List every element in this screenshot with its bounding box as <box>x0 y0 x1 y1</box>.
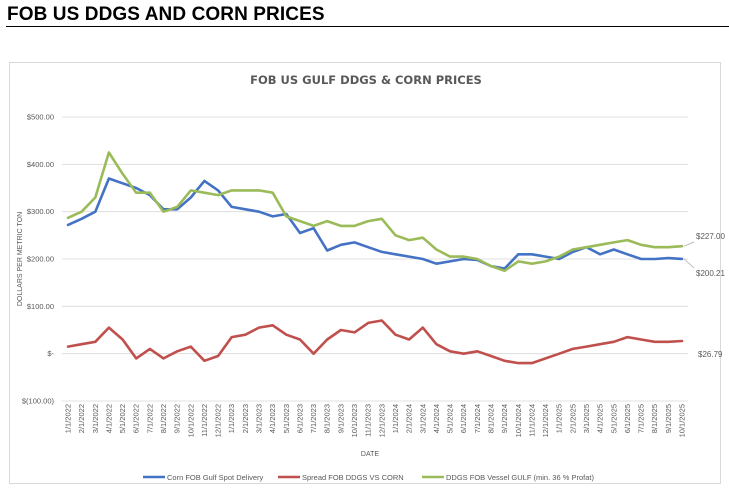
x-tick-label: 9/1/2022 <box>173 404 182 433</box>
series-line-ddgs <box>66 151 684 273</box>
x-tick-label: 8/1/2024 <box>486 404 495 433</box>
x-tick-label: 6/1/2023 <box>295 404 304 433</box>
x-axis-ticks: 1/1/2022 2/1/2022 3/1/2022 4/1/2022 5/1/2022… <box>64 404 687 437</box>
y-axis-title: DOLLARS PER METRIC TON <box>17 212 24 306</box>
x-tick-label: 4/1/2025 <box>596 404 605 433</box>
title-divider <box>6 26 729 27</box>
x-tick-label: 6/1/2024 <box>459 404 468 433</box>
x-tick-label: 3/1/2024 <box>418 404 427 433</box>
end-label-corn: $200.21 <box>696 269 725 278</box>
x-tick-label: 6/1/2022 <box>132 404 141 433</box>
x-tick-label: 1/1/2024 <box>391 404 400 433</box>
x-tick-label: 12/1/2023 <box>377 404 386 437</box>
series-line-spread <box>66 319 684 365</box>
y-tick-label: $- <box>47 349 54 358</box>
x-tick-label: 8/1/2022 <box>159 404 168 433</box>
x-tick-label: 10/1/2024 <box>514 404 523 437</box>
x-tick-label: 7/1/2024 <box>473 404 482 433</box>
series-line-corn <box>66 177 684 270</box>
x-tick-label: 10/1/2023 <box>350 404 359 437</box>
x-tick-label: 8/1/2023 <box>323 404 332 433</box>
chart-frame <box>9 62 721 484</box>
x-axis-title: DATE <box>361 451 379 458</box>
x-tick-label: 10/1/2025 <box>678 404 687 437</box>
x-tick-label: 2/1/2023 <box>241 404 250 433</box>
legend-label: Spread FOB DDGS VS CORN <box>302 473 404 482</box>
end-labels: $200.21 $26.79 $227.00 <box>683 232 725 359</box>
x-tick-label: 4/1/2022 <box>104 404 113 433</box>
x-tick-label: 9/1/2025 <box>664 404 673 433</box>
x-tick-label: 11/1/2022 <box>200 404 209 437</box>
x-tick-label: 7/1/2022 <box>145 404 154 433</box>
x-tick-label: 4/1/2023 <box>268 404 277 433</box>
page-title: FOB US DDGS AND CORN PRICES <box>7 4 325 25</box>
x-tick-label: 5/1/2023 <box>282 404 291 433</box>
x-tick-label: 5/1/2024 <box>446 404 455 433</box>
x-tick-label: 6/1/2025 <box>623 404 632 433</box>
x-tick-label: 8/1/2025 <box>650 404 659 433</box>
x-tick-label: 5/1/2025 <box>609 404 618 433</box>
y-tick-label: $500.00 <box>27 113 54 122</box>
x-tick-label: 10/1/2022 <box>186 404 195 437</box>
legend-label: DDGS FOB Vessel GULF (min. 36 % Profat) <box>446 473 594 482</box>
series-lines <box>66 151 684 365</box>
x-tick-label: 3/1/2023 <box>255 404 264 433</box>
x-tick-label: 2/1/2024 <box>405 404 414 433</box>
y-tick-label: $300.00 <box>27 207 54 216</box>
end-label-spread: $26.79 <box>698 350 723 359</box>
leader-line <box>683 258 695 269</box>
y-tick-label: $200.00 <box>27 255 54 264</box>
x-tick-label: 12/1/2024 <box>541 404 550 437</box>
y-tick-label: $100.00 <box>27 302 54 311</box>
y-tick-label: $400.00 <box>27 160 54 169</box>
x-tick-label: 9/1/2023 <box>336 404 345 433</box>
x-tick-label: 7/1/2023 <box>309 404 318 433</box>
x-tick-label: 11/1/2023 <box>364 404 373 437</box>
x-tick-label: 4/1/2024 <box>432 404 441 433</box>
x-tick-label: 1/1/2025 <box>555 404 564 433</box>
x-tick-label: 11/1/2024 <box>527 404 536 437</box>
x-tick-label: 1/1/2023 <box>227 404 236 433</box>
x-tick-label: 1/1/2022 <box>64 404 73 433</box>
x-tick-label: 2/1/2022 <box>77 404 86 433</box>
x-tick-label: 12/1/2022 <box>214 404 223 437</box>
x-tick-label: 2/1/2025 <box>568 404 577 433</box>
legend-label: Corn FOB Gulf Spot Delivery <box>167 473 264 482</box>
y-tick-label: $(100.00) <box>22 397 55 406</box>
chart-title: FOB US GULF DDGS & CORN PRICES <box>250 73 482 87</box>
x-tick-label: 7/1/2025 <box>637 404 646 433</box>
x-tick-label: 3/1/2025 <box>582 404 591 433</box>
legend: Corn FOB Gulf Spot Delivery Spread FOB DD… <box>143 473 594 482</box>
gridlines <box>62 116 688 402</box>
leader-line <box>683 241 695 247</box>
y-axis-ticks: $500.00 $400.00 $300.00 $200.00 $100.00 $- $(1… <box>22 113 55 406</box>
x-tick-label: 5/1/2022 <box>118 404 127 433</box>
end-label-ddgs: $227.00 <box>696 232 725 241</box>
x-tick-label: 9/1/2024 <box>500 404 509 433</box>
x-tick-label: 3/1/2022 <box>91 404 100 433</box>
